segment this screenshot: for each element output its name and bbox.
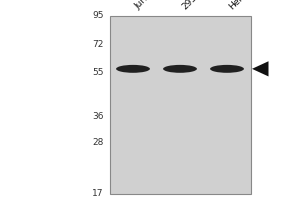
Polygon shape xyxy=(252,61,268,76)
Ellipse shape xyxy=(163,65,197,73)
Text: 293: 293 xyxy=(180,0,199,11)
Text: 55: 55 xyxy=(92,68,103,77)
Text: 72: 72 xyxy=(92,40,103,49)
Text: Hela: Hela xyxy=(227,0,248,11)
Text: Jurkat: Jurkat xyxy=(133,0,158,11)
Text: 95: 95 xyxy=(92,11,103,21)
Ellipse shape xyxy=(210,65,244,73)
Ellipse shape xyxy=(116,65,150,73)
Text: 17: 17 xyxy=(92,190,103,198)
Text: 36: 36 xyxy=(92,112,103,121)
Text: 28: 28 xyxy=(92,138,103,147)
Bar xyxy=(110,16,250,194)
